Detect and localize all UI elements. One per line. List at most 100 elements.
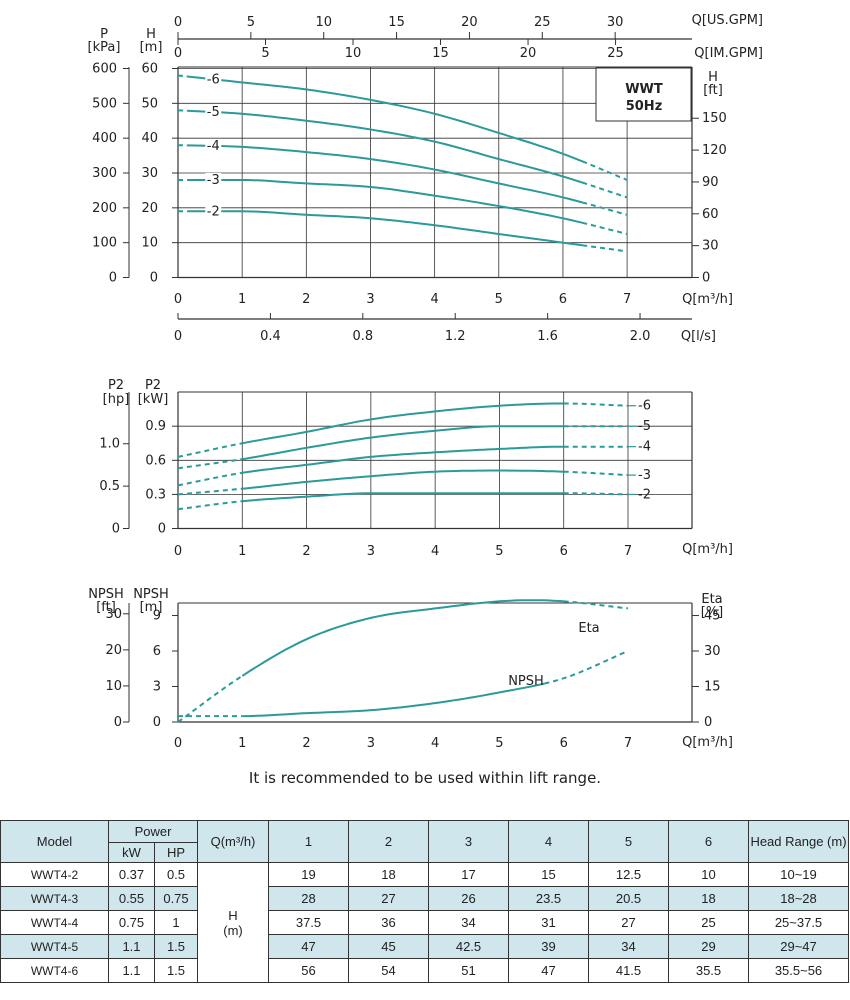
head-cell: 27 (588, 910, 669, 935)
p2-curve-dashed-start (177, 500, 243, 511)
head-ft-axis-label: H (708, 70, 718, 85)
hp-cell: 0.75 (154, 886, 198, 911)
p2-curve-dashed-end (563, 470, 629, 477)
usgpm-axis-tick: 20 (461, 15, 478, 30)
h-curve-stage2 (187, 210, 583, 247)
kw-axis-tick: 0 (158, 522, 166, 537)
head-m-axis-tick: 60 (141, 62, 158, 77)
kw-cell: 0.37 (108, 862, 155, 887)
h-curve-label-bg (205, 172, 222, 187)
eta-curve-label: Eta (578, 621, 599, 636)
range-cell: 25~37.5 (748, 910, 849, 935)
hp-axis-tick: 0.5 (99, 479, 120, 494)
usgpm-axis-tick: 30 (607, 15, 624, 30)
npsh-chart-x-tick: 2 (302, 736, 310, 751)
h-chart-x-tick: 0 (174, 292, 182, 307)
head-ft-axis-unit: [ft] (703, 83, 723, 98)
usgpm-axis-tick: 10 (315, 15, 332, 30)
h-curve-label: -4 (207, 139, 220, 154)
npsh-m-axis-tick: 9 (153, 609, 161, 624)
kw-cell: 1.1 (108, 934, 155, 959)
head-ft-axis-tick: 90 (702, 175, 719, 190)
head-cell: 39 (508, 934, 589, 959)
head-cell: 45 (348, 934, 429, 959)
head-m-axis-tick: 50 (141, 96, 158, 111)
head-ft-axis-tick: 30 (702, 239, 719, 254)
h-chart-x-tick: 3 (366, 292, 374, 307)
p2-chart-x-label: Q[m³/h] (682, 542, 733, 557)
model-label-box (595, 67, 692, 122)
ls-axis-tick: 2.0 (630, 329, 651, 344)
ls-axis-tick: 0.8 (352, 329, 373, 344)
hp-axis-tick: 1.0 (99, 437, 120, 452)
h-chart-x-tick: 1 (238, 292, 246, 307)
head-unit-meters: (m) (223, 922, 243, 938)
kw-cell: 0.55 (108, 886, 155, 911)
h-curve-dashed-end (581, 181, 628, 199)
h-curve-dashed-end (581, 201, 628, 216)
h-curve-dashed-end (581, 221, 628, 235)
header-kw: kW (108, 842, 155, 863)
kpa-axis-unit: [kPa] (88, 40, 121, 55)
head-cell: 10 (668, 862, 749, 887)
usage-note: It is recommended to be used within lift… (248, 769, 602, 787)
ls-axis-tick: 0 (174, 329, 182, 344)
h-curve-stage6 (187, 75, 583, 163)
head-m-axis-tick: 0 (150, 271, 158, 286)
npsh-m-axis-unit: [m] (140, 600, 163, 615)
head-cell: 47 (268, 934, 349, 959)
eta-axis-label: Eta (701, 592, 722, 607)
kw-cell: 0.75 (108, 910, 155, 935)
h-chart-x-tick: 6 (559, 292, 567, 307)
p2-curve-stage6 (242, 402, 564, 445)
eta-axis-unit: [%] (701, 605, 724, 620)
h-curve-stage4 (187, 144, 583, 204)
kpa-axis-label: P (100, 27, 108, 42)
head-m-axis-unit: [m] (140, 40, 163, 55)
header-q-5: 5 (588, 820, 669, 863)
imgpm-axis-label: Q[IM.GPM] (694, 46, 763, 61)
p2-chart-x-tick: 4 (431, 544, 439, 559)
header-q-3: 3 (428, 820, 509, 863)
head-m-axis-tick: 40 (141, 131, 158, 146)
head-cell: 27 (348, 886, 429, 911)
hp-axis-label: P2 (108, 378, 124, 393)
model-cell: WWT4-3 (0, 886, 109, 911)
npsh-ft-axis-tick: 10 (105, 679, 122, 694)
head-m-axis-tick: 10 (141, 236, 158, 251)
npsh-ft-axis-tick: 20 (105, 643, 122, 658)
usgpm-axis-tick: 15 (388, 15, 405, 30)
head-cell: 25 (668, 910, 749, 935)
kpa-axis-tick: 400 (92, 131, 117, 146)
p2-curve-label: -5 (638, 419, 651, 434)
h-curve-label-bg (205, 72, 222, 87)
h-chart-x-label: Q[m³/h] (682, 292, 733, 307)
kpa-axis-tick: 600 (92, 62, 117, 77)
npsh-m-axis-label: NPSH (133, 587, 169, 602)
p2-chart-x-tick: 5 (495, 544, 503, 559)
p2-chart-x-tick: 7 (624, 544, 632, 559)
h-curve-dashed-end (582, 244, 628, 253)
head-m-axis-tick: 20 (141, 201, 158, 216)
kw-axis-tick: 0.3 (145, 487, 166, 502)
eta-axis-tick: 0 (704, 715, 712, 730)
h-chart-x-tick: 2 (302, 292, 310, 307)
head-cell: 18 (348, 862, 429, 887)
frequency-label-text: 50Hz (626, 99, 663, 114)
h-curve-label: -6 (207, 72, 220, 87)
header-q-4: 4 (508, 820, 589, 863)
npsh-chart-x-label: Q[m³/h] (682, 735, 733, 750)
head-cell: 54 (348, 958, 429, 983)
model-spec-table: Model Power Q(m³/h) 1 2 3 4 5 6 Head Ran… (0, 820, 849, 983)
table-row: WWT4-3 0.55 0.75 28 27 26 23.5 20.5 18 1… (0, 886, 849, 911)
header-q-2: 2 (348, 820, 429, 863)
range-cell: 35.5~56 (748, 958, 849, 983)
npsh-curve-label: NPSH (508, 674, 544, 689)
head-ft-axis-tick: 150 (702, 111, 727, 126)
npsh-chart-x-tick: 5 (495, 736, 503, 751)
h-curve-dashed-start (178, 109, 188, 112)
npsh-chart-x-tick: 6 (560, 736, 568, 751)
head-cell: 36 (348, 910, 429, 935)
h-curve-stage5 (187, 109, 583, 184)
head-cell: 34 (428, 910, 509, 935)
